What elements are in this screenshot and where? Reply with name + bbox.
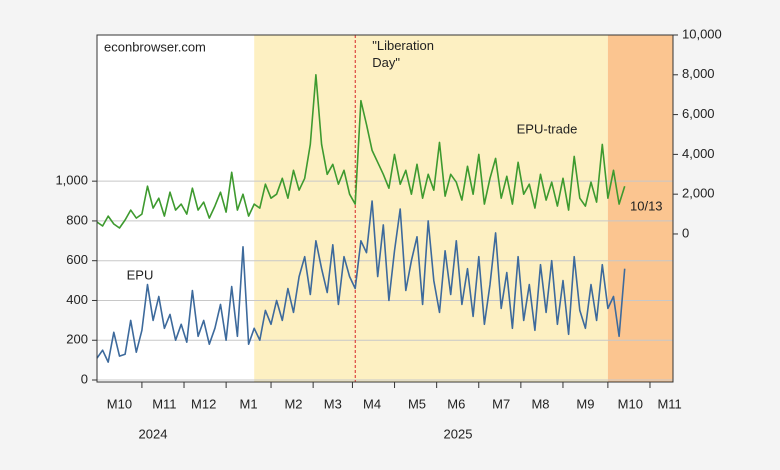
x-tick-label: M12: [191, 396, 216, 411]
x-tick-label: M11: [657, 396, 681, 411]
y-tick-label: 600: [66, 252, 88, 267]
event-label-line: "Liberation: [372, 38, 434, 53]
event-label-line: Day": [372, 55, 400, 70]
y-tick-label: 400: [66, 292, 88, 307]
x-tick-label: M8: [531, 396, 549, 411]
x-tick-label: M7: [492, 396, 510, 411]
series-label: EPU: [127, 267, 154, 282]
y-tick-label: 0: [81, 371, 88, 386]
year-label: 2024: [139, 426, 168, 441]
year-label: 2025: [444, 426, 473, 441]
y2-tick-label: 0: [682, 225, 689, 240]
x-tick-label: M5: [408, 396, 426, 411]
x-tick-label: M11: [152, 396, 176, 411]
y2-tick-label: 2,000: [682, 186, 715, 201]
x-tick-label: M4: [363, 396, 381, 411]
x-tick-label: M3: [324, 396, 342, 411]
y2-tick-label: 8,000: [682, 66, 715, 81]
x-tick-label: M2: [284, 396, 302, 411]
x-tick-label: M10: [107, 396, 132, 411]
y-tick-label: 200: [66, 332, 88, 347]
y-tick-label: 800: [66, 212, 88, 227]
event-label: "Liberation Day": [372, 38, 434, 70]
end-label: 10/13: [630, 198, 663, 213]
x-tick-label: M10: [618, 396, 643, 411]
y2-tick-label: 10,000: [682, 26, 722, 41]
source-label: econbrowser.com: [104, 39, 206, 54]
x-tick-label: M1: [240, 396, 258, 411]
y2-tick-label: 4,000: [682, 146, 715, 161]
x-tick-label: M6: [447, 396, 465, 411]
shaded-span: [254, 35, 608, 382]
y2-tick-label: 6,000: [682, 106, 715, 121]
series-line: [96, 200, 626, 363]
series-label: EPU-trade: [517, 121, 578, 136]
plot-frame: [96, 34, 674, 383]
series-line: [96, 74, 626, 229]
shaded-span: [607, 35, 673, 382]
y-tick-label: 1,000: [55, 173, 88, 188]
x-tick-label: M9: [576, 396, 594, 411]
